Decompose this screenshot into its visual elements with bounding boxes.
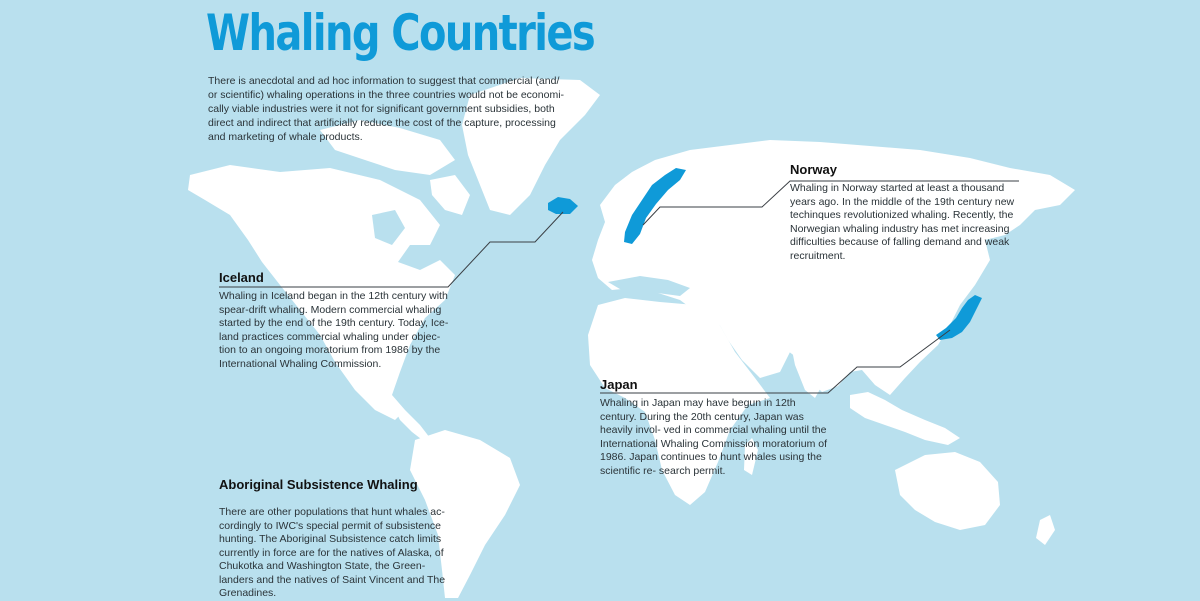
leader-line-japan — [600, 329, 951, 394]
landmass-south-america — [410, 430, 520, 598]
callout-japan-text: Whaling in Japan may have begun in 12th … — [600, 397, 828, 477]
callout-iceland: Iceland Whaling in Iceland began in the … — [219, 270, 449, 371]
callout-norway-text: Whaling in Norway started at least a tho… — [790, 182, 1015, 262]
norway-shape — [624, 168, 686, 244]
landmass-canadian-arctic — [320, 120, 455, 175]
callout-aboriginal: Aboriginal Subsistence Whaling There are… — [219, 477, 449, 601]
callout-japan: Japan Whaling in Japan may have begun in… — [600, 377, 830, 478]
leader-line-iceland — [219, 211, 564, 288]
landmass-new-zealand — [1036, 515, 1055, 545]
japan-shape — [936, 295, 982, 340]
callout-aboriginal-text: There are other populations that hunt wh… — [219, 506, 446, 599]
landmass-central-america — [395, 410, 430, 442]
iceland-shape — [548, 197, 578, 214]
callout-aboriginal-heading: Aboriginal Subsistence Whaling — [219, 477, 418, 492]
callout-iceland-text: Whaling in Iceland began in the 12th cen… — [219, 290, 449, 370]
landmass-greenland — [462, 78, 600, 215]
landmass-africa — [588, 298, 770, 505]
intro-paragraph: There is anecdotal and ad hoc informatio… — [208, 75, 565, 143]
callout-japan-heading: Japan — [600, 377, 638, 392]
landmass-madagascar — [744, 438, 758, 475]
landmass-baffin-island — [430, 175, 470, 215]
callout-iceland-heading: Iceland — [219, 270, 264, 285]
leader-line-norway — [642, 180, 1019, 226]
mediterranean-sea — [608, 276, 690, 296]
hudson-bay — [372, 210, 405, 245]
landmass-eurasia — [592, 140, 1075, 395]
landmass-arabia — [718, 318, 790, 378]
callout-norway-heading: Norway — [790, 162, 837, 177]
landmass-southeast-asia — [850, 392, 960, 445]
page-title: Whaling Countries — [206, 4, 596, 62]
landmass-australia — [895, 452, 1000, 530]
callout-norway: Norway Whaling in Norway started at leas… — [790, 162, 1020, 263]
landmass-india — [790, 338, 835, 398]
